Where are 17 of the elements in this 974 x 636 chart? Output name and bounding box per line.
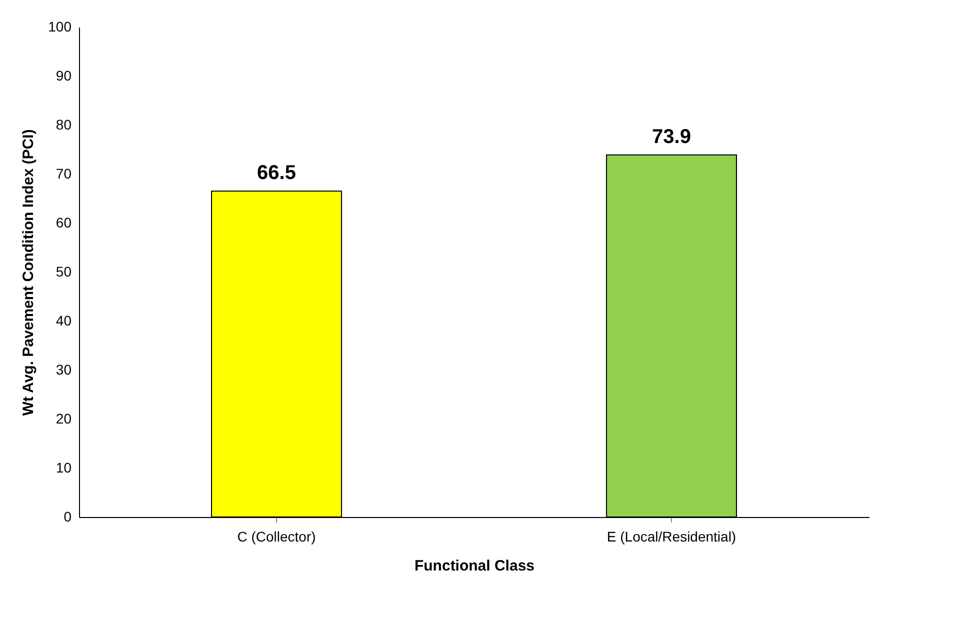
y-tick-label: 20 [56, 410, 72, 426]
y-tick-label: 30 [56, 362, 72, 378]
y-tick-label: 40 [56, 312, 72, 328]
y-axis-title: Wt Avg. Pavement Condition Index (PCI) [20, 129, 38, 416]
y-tick-label: 60 [56, 214, 72, 230]
y-tick-label: 90 [56, 68, 72, 84]
x-tick-label: C (Collector) [237, 528, 316, 544]
x-axis-title: Functional Class [414, 558, 535, 574]
x-tick-label: E (Local/Residential) [606, 528, 736, 544]
y-tick-label: 100 [48, 18, 72, 34]
data-label: 73.9 [652, 126, 691, 148]
y-tick-label: 0 [64, 508, 72, 524]
y-tick-label: 50 [56, 264, 72, 280]
y-tick-label: 80 [56, 116, 72, 132]
y-tick-label: 70 [56, 166, 72, 182]
y-tick-label: 10 [56, 460, 72, 476]
data-label: 66.5 [257, 162, 296, 184]
